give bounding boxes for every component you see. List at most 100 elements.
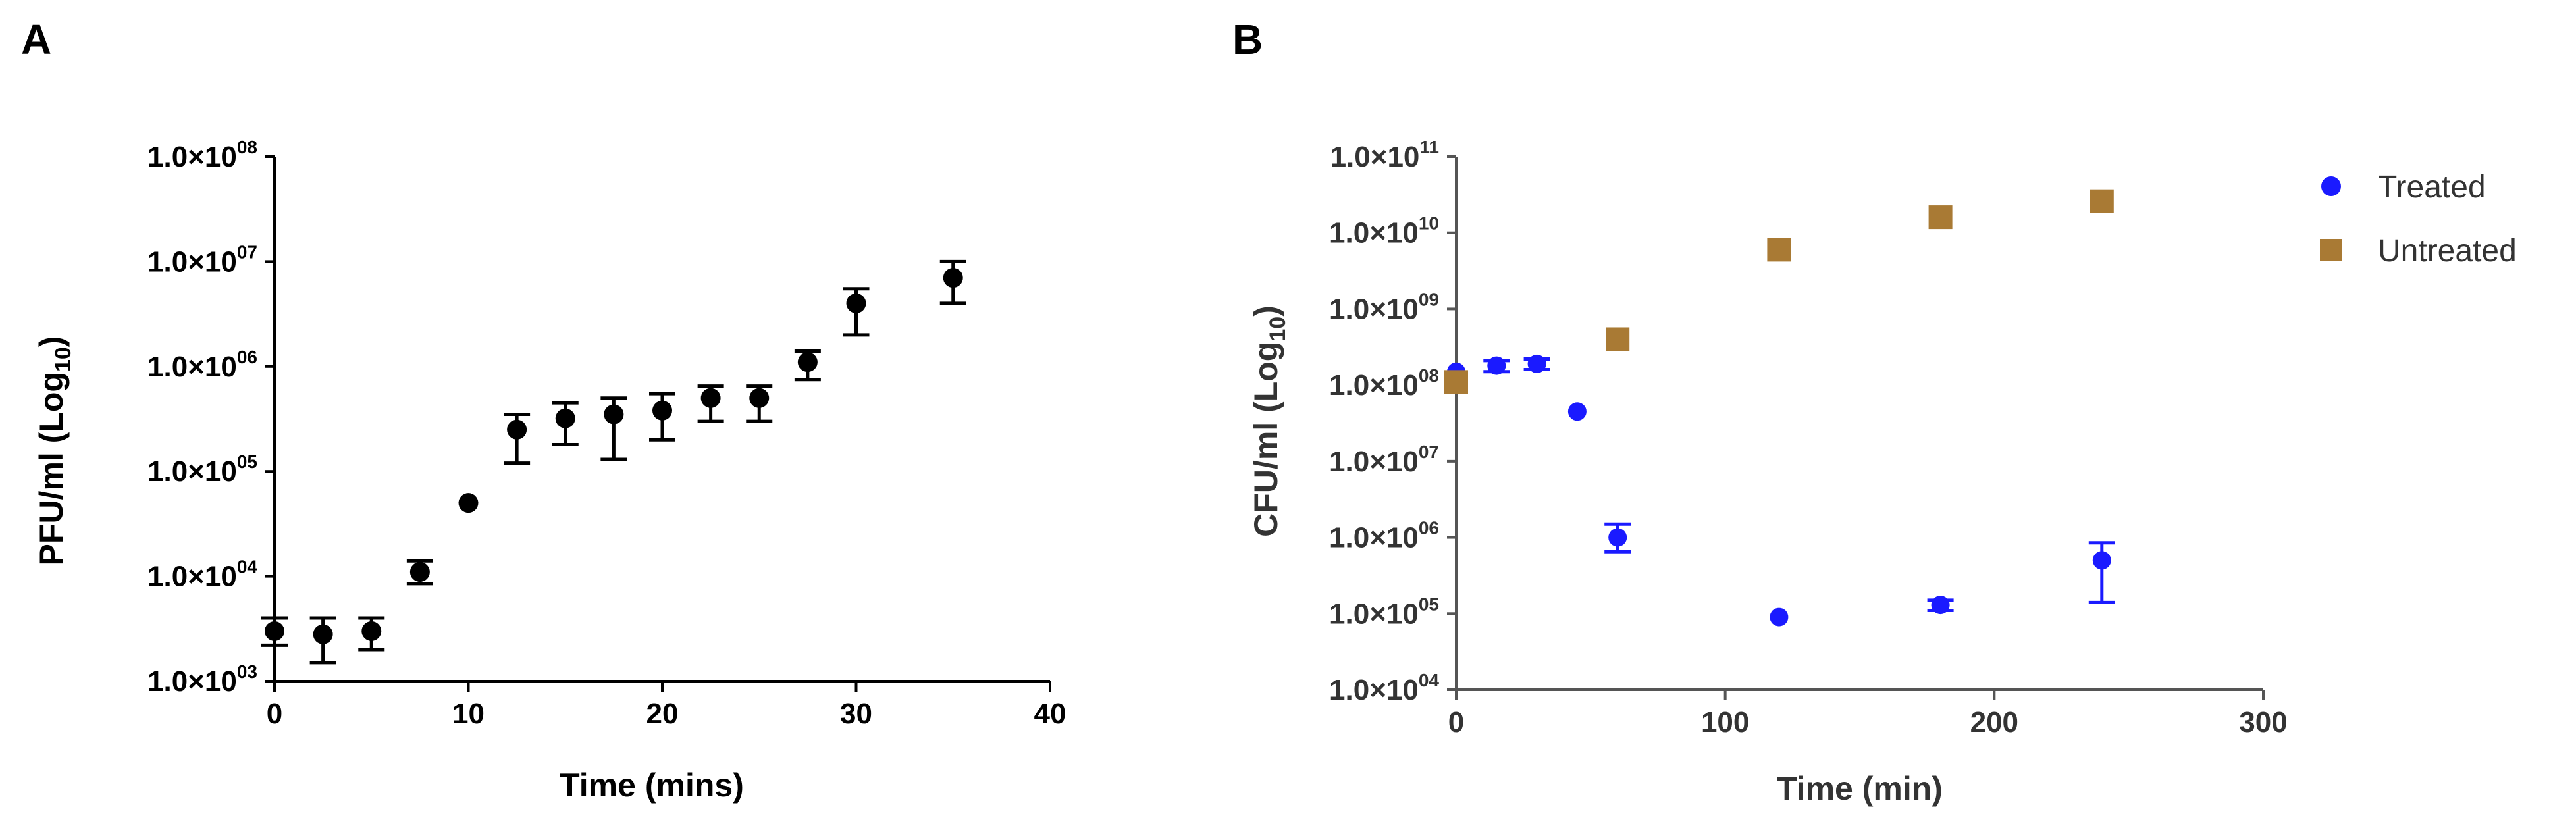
data-point: [697, 384, 724, 423]
panel-a-chart: A 1.0×10031.0×10041.0×10051.0×10061.0×10…: [21, 16, 1066, 804]
y-tick-label: 1.0×1008: [1329, 365, 1439, 401]
square-marker: [1606, 327, 1630, 351]
data-point: [358, 616, 385, 652]
y-tick-label: 1.0×1009: [1329, 289, 1439, 325]
data-point: [504, 412, 531, 465]
panel-b-y-tick-labels: 1.0×10041.0×10051.0×10061.0×10071.0×1008…: [1329, 137, 1439, 706]
data-point: [1606, 327, 1630, 351]
data-point: [746, 384, 773, 423]
circle-marker: [507, 419, 527, 440]
data-point: [1927, 596, 1954, 615]
panel-a-x-axis-title: Time (mins): [560, 767, 744, 804]
y-tick-label: 1.0×1006: [1329, 518, 1439, 554]
data-point: [2088, 541, 2115, 604]
y-tick-exponent: 08: [1419, 365, 1439, 386]
circle-marker: [313, 624, 333, 644]
y-tick-label: 1.0×1006: [147, 347, 257, 383]
data-point: [1770, 607, 1789, 627]
y-tick-label: 1.0×1004: [147, 557, 257, 593]
x-tick-label: 300: [2239, 706, 2287, 738]
y-tick-label: 1.0×1005: [1329, 594, 1439, 630]
circle-marker: [700, 388, 721, 408]
y-tick-mantissa: 1.0×10: [1329, 446, 1419, 478]
data-point: [552, 401, 579, 447]
data-point: [1567, 402, 1587, 421]
circle-marker: [1770, 607, 1789, 627]
circle-marker: [2092, 551, 2111, 570]
data-point: [1604, 522, 1631, 554]
y-tick-exponent: 05: [237, 452, 257, 472]
y-tick-mantissa: 1.0×10: [147, 455, 237, 488]
legend-circle-marker: [2321, 176, 2341, 196]
y-tick-mantissa: 1.0×10: [1329, 674, 1419, 706]
data-point: [649, 392, 675, 442]
circle-marker: [652, 400, 672, 421]
panel-b-x-tick-labels: 0 100 200 300: [1448, 706, 2288, 738]
y-tick-exponent: 06: [237, 347, 257, 367]
panel-a-x-tick-labels: 0 10 20 30 40: [267, 698, 1066, 730]
y-tick-mantissa: 1.0×10: [147, 245, 237, 278]
panel-b-y-axis-title-sub: 10: [1265, 317, 1290, 342]
panel-a-y-axis-title-sub: 10: [51, 347, 76, 372]
y-tick-mantissa: 1.0×10: [1329, 293, 1419, 325]
x-tick-label: 20: [646, 698, 679, 730]
data-point: [309, 616, 336, 665]
circle-marker: [409, 562, 430, 582]
y-tick-exponent: 09: [1419, 289, 1439, 309]
square-marker: [1928, 205, 1953, 230]
x-tick-label: 40: [1034, 698, 1066, 730]
panel-b-x-axis-title: Time (min): [1777, 770, 1943, 807]
y-tick-mantissa: 1.0×10: [1329, 598, 1419, 630]
panel-a-y-axis-title: PFU/ml (Log10): [33, 336, 76, 566]
data-point: [2090, 189, 2114, 213]
y-tick-mantissa: 1.0×10: [147, 141, 237, 173]
panel-a-y-tick-labels: 1.0×10031.0×10041.0×10051.0×10061.0×1007…: [147, 137, 257, 698]
y-tick-mantissa: 1.0×10: [147, 665, 237, 698]
y-tick-label: 1.0×1007: [147, 242, 257, 278]
data-point: [794, 349, 821, 382]
y-tick-mantissa: 1.0×10: [1329, 522, 1419, 554]
circle-marker: [1608, 528, 1627, 547]
circle-marker: [265, 621, 284, 641]
y-tick-label: 1.0×1005: [147, 452, 257, 488]
circle-marker: [943, 268, 963, 288]
data-point: [1523, 354, 1550, 373]
circle-marker: [1487, 356, 1506, 375]
panel-b-data-points: [1444, 189, 2115, 627]
x-tick-label: 0: [267, 698, 282, 730]
y-tick-label: 1.0×1010: [1329, 213, 1439, 249]
circle-marker: [1567, 402, 1587, 421]
panel-b-legend: Treated Untreated: [2320, 170, 2517, 269]
panel-b-y-axis-title-main: CFU/ml (Log: [1248, 342, 1284, 537]
x-tick-label: 200: [1970, 706, 2018, 738]
data-point: [406, 559, 433, 586]
square-marker: [2090, 189, 2114, 213]
panel-b-chart: B 1.0×10041.0×10051.0×10061.0×10071.0×10…: [1232, 16, 2517, 807]
y-tick-exponent: 11: [1419, 137, 1439, 157]
y-tick-label: 1.0×1007: [1329, 442, 1439, 478]
data-point: [600, 396, 627, 461]
data-point: [1928, 205, 1953, 230]
circle-marker: [458, 493, 479, 513]
data-point: [1767, 238, 1791, 262]
y-tick-exponent: 10: [1419, 213, 1439, 234]
panel-b-y-axis-title: CFU/ml (Log10): [1248, 305, 1290, 537]
square-marker: [1767, 238, 1791, 262]
x-tick-label: 10: [452, 698, 485, 730]
y-tick-exponent: 04: [237, 557, 258, 577]
y-tick-mantissa: 1.0×10: [147, 561, 237, 593]
y-tick-exponent: 06: [1419, 518, 1439, 538]
y-tick-mantissa: 1.0×10: [1330, 141, 1420, 173]
legend-label: Untreated: [2378, 234, 2517, 269]
panel-a-axes: [265, 155, 1051, 692]
y-tick-label: 1.0×1008: [147, 137, 257, 173]
panel-a-y-axis-title-main: PFU/ml (Log: [33, 372, 70, 565]
y-tick-label: 1.0×1011: [1330, 137, 1439, 173]
panel-b-axes: [1447, 155, 2265, 700]
y-tick-mantissa: 1.0×10: [1329, 217, 1419, 249]
panel-b-letter: B: [1232, 16, 1263, 63]
panel-a-letter: A: [21, 16, 51, 63]
y-tick-exponent: 04: [1419, 670, 1440, 690]
y-tick-exponent: 07: [237, 242, 257, 262]
